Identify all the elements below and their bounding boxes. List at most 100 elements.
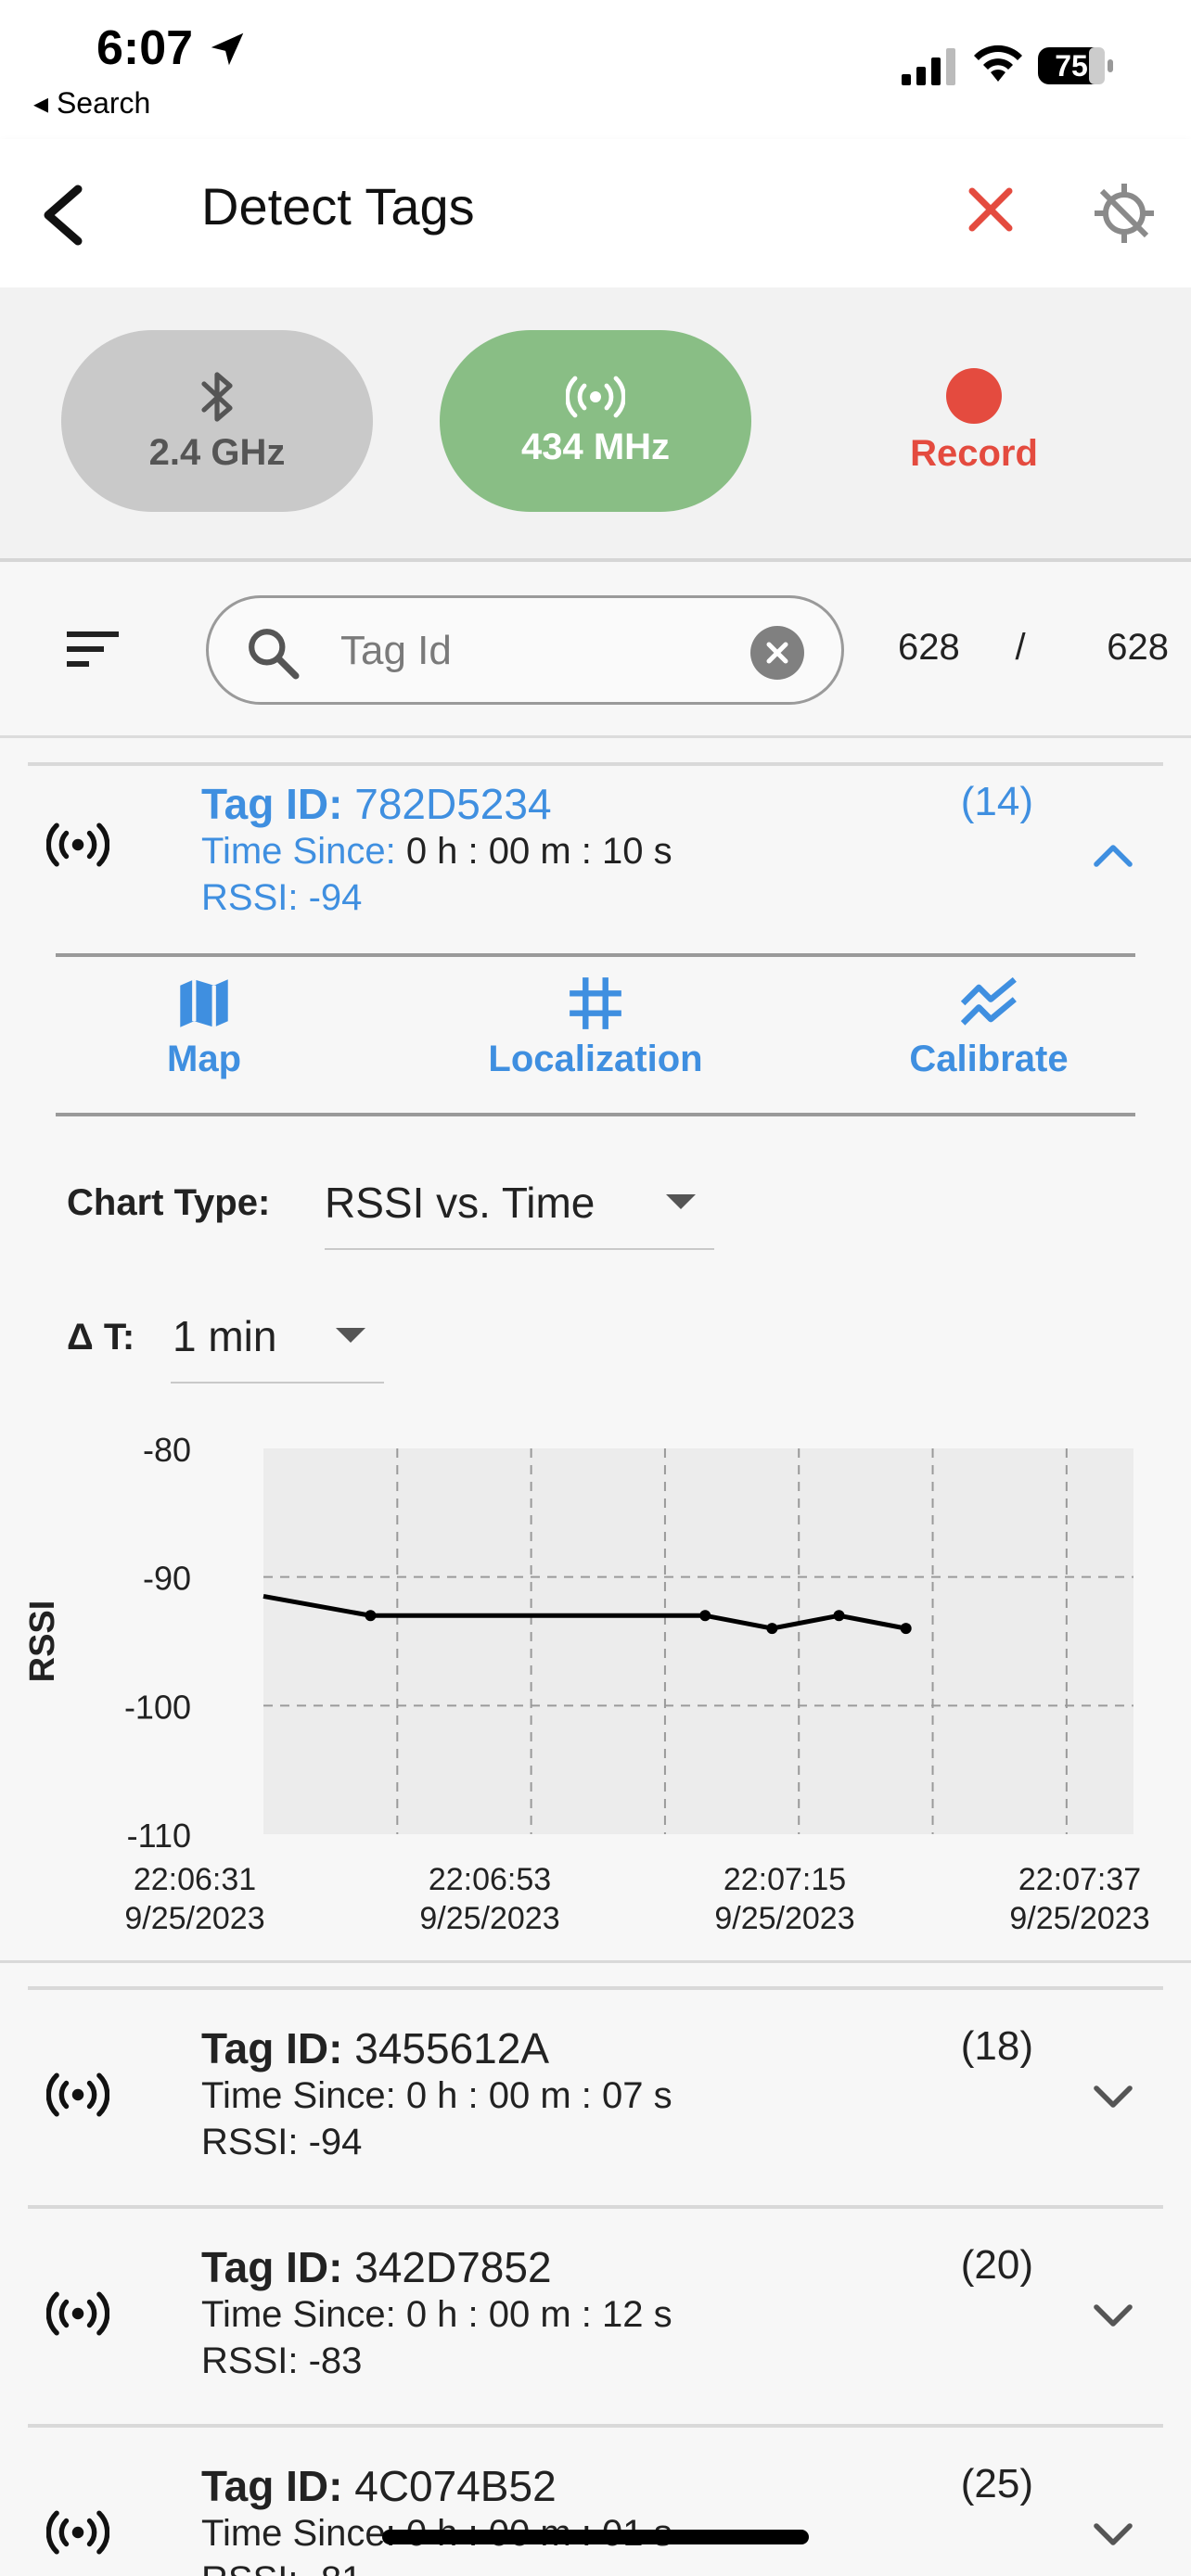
time-since-value: 0 h : 00 m : 12 s <box>405 2294 672 2335</box>
search-field[interactable] <box>206 595 844 705</box>
localization-label: Localization <box>488 1039 703 1079</box>
chart-type-value: RSSI vs. Time <box>325 1179 596 1227</box>
tag-time-since: Time Since: 0 h : 00 m : 12 s <box>201 2294 672 2336</box>
x-tick-time: 22:07:37 <box>1018 1862 1141 1897</box>
back-arrow-icon[interactable] <box>33 178 89 252</box>
total-count: 628 <box>1107 627 1169 668</box>
time-since-value: 0 h : 00 m : 10 s <box>405 831 672 872</box>
rssi-label: RSSI: <box>201 2122 299 2162</box>
tag-counter: 628 / 628 <box>872 627 1178 669</box>
map-icon <box>180 979 228 1027</box>
tag-detection-count: (14) <box>960 779 1033 824</box>
delta-t-label: Δ T: <box>67 1317 135 1358</box>
time-since-label: Time Since: <box>201 2294 396 2335</box>
app-bar: Detect Tags <box>0 139 1191 287</box>
clear-search-button[interactable] <box>750 626 804 680</box>
y-tick-label: -110 <box>127 1817 191 1855</box>
band-2-4ghz-label: 2.4 GHz <box>148 431 286 473</box>
tag-id-value: 4C074B52 <box>354 2462 557 2510</box>
record-label: Record <box>910 432 1038 474</box>
delta-t-value: 1 min <box>173 1312 277 1360</box>
search-row: 628 / 628 <box>0 562 1191 738</box>
divider <box>28 1986 1163 1990</box>
divider <box>0 1960 1191 1963</box>
battery-icon <box>1038 47 1113 84</box>
antenna-icon <box>566 376 625 417</box>
tag-id-label: Tag ID: <box>201 780 343 828</box>
tag-id: Tag ID: 342D7852 <box>201 2242 552 2292</box>
record-button[interactable]: Record <box>835 330 1113 512</box>
band-2-4ghz-button[interactable]: 2.4 GHz <box>61 330 373 512</box>
x-tick-date: 9/25/2023 <box>714 1901 854 1936</box>
tag-time-since: Time Since: 0 h : 00 m : 10 s <box>201 831 672 873</box>
tag-detection-count: (20) <box>960 2242 1033 2288</box>
data-point <box>699 1610 711 1622</box>
rssi-label: RSSI: <box>201 2340 299 2381</box>
band-434mhz-button[interactable]: 434 MHz <box>440 330 751 512</box>
search-icon <box>249 629 300 680</box>
tag-card[interactable]: Tag ID: 342D7852 (20) Time Since: 0 h : 00… <box>0 2205 1191 2424</box>
status-bar: 6:07 ◂ Search 75 <box>0 0 1191 139</box>
tag-id: Tag ID: 782D5234 <box>201 779 552 829</box>
band-selector: 2.4 GHz 434 MHz Record <box>0 287 1191 562</box>
calibrate-label: Calibrate <box>909 1039 1069 1079</box>
chart-type-label: Chart Type: <box>67 1182 271 1223</box>
home-indicator[interactable] <box>382 2530 809 2544</box>
map-label: Map <box>167 1039 241 1079</box>
y-tick-label: -100 <box>124 1688 191 1726</box>
tag-id-value: 782D5234 <box>354 780 552 828</box>
rssi-label: RSSI: <box>201 877 299 918</box>
battery-percent: 75 <box>1055 49 1088 83</box>
delta-t-dropdown[interactable]: 1 min <box>171 1304 384 1384</box>
tag-card[interactable]: Tag ID: 3455612A (18) Time Since: 0 h : 00… <box>0 1986 1191 2205</box>
map-button[interactable]: Map <box>56 976 352 1080</box>
chevron-down-icon[interactable] <box>1091 2520 1135 2550</box>
rssi-label: RSSI: <box>201 2559 298 2576</box>
grid-icon <box>570 977 621 1029</box>
localization-button[interactable]: Localization <box>447 976 744 1080</box>
time-since-label: Time Since: <box>201 2075 396 2116</box>
tag-id: Tag ID: 4C074B52 <box>201 2461 557 2511</box>
chevron-down-icon[interactable] <box>1091 2083 1135 2112</box>
antenna-icon <box>46 2072 109 2117</box>
close-icon[interactable] <box>965 184 1017 236</box>
data-point <box>766 1623 778 1635</box>
divider <box>28 2424 1163 2428</box>
y-tick-label: -80 <box>143 1431 191 1469</box>
tag-rssi: RSSI: -94 <box>201 877 362 919</box>
search-input[interactable] <box>340 617 739 685</box>
rssi-value: -94 <box>308 2122 363 2162</box>
count-separator: / <box>1015 627 1026 668</box>
chevron-down-icon <box>666 1194 696 1209</box>
tag-id-value: 3455612A <box>354 2024 550 2072</box>
tag-id-label: Tag ID: <box>201 2462 343 2510</box>
chevron-down-icon[interactable] <box>1091 2302 1135 2331</box>
chart-type-dropdown[interactable]: RSSI vs. Time <box>325 1170 714 1250</box>
rssi-value: -83 <box>308 2340 363 2381</box>
plot-area <box>263 1448 1133 1834</box>
close-icon <box>766 642 788 664</box>
divider <box>28 762 1163 766</box>
record-dot-icon <box>946 367 1002 424</box>
wifi-icon <box>974 45 1022 82</box>
series-line <box>263 1594 907 1631</box>
gps-off-icon[interactable] <box>1091 180 1158 247</box>
chevron-up-icon[interactable] <box>1091 840 1135 870</box>
back-to-search-link[interactable]: ◂ Search <box>33 86 151 120</box>
tag-id-label: Tag ID: <box>201 2024 343 2072</box>
shown-count: 628 <box>898 627 960 668</box>
sort-icon[interactable] <box>65 629 121 670</box>
tag-tools: Map Localization Calibrate <box>56 953 1135 1116</box>
page-title: Detect Tags <box>201 177 475 236</box>
tag-detection-count: (25) <box>960 2461 1033 2506</box>
x-tick-time: 22:06:53 <box>429 1862 551 1897</box>
divider <box>28 2205 1163 2209</box>
tag-rssi: RSSI: -83 <box>201 2340 362 2382</box>
tag-card[interactable]: Tag ID: 4C074B52(25)Time Since: 0 h : 00… <box>0 2424 1191 2576</box>
calibrate-button[interactable]: Calibrate <box>840 976 1137 1080</box>
time-since-label: Time Since: <box>201 2513 396 2554</box>
data-point <box>365 1610 377 1622</box>
tag-rssi: RSSI: -94 <box>201 2122 362 2163</box>
tag-card-expanded[interactable]: Tag ID: 782D5234 (14) Time Since: 0 h : … <box>0 762 1191 953</box>
antenna-icon <box>46 2291 109 2336</box>
